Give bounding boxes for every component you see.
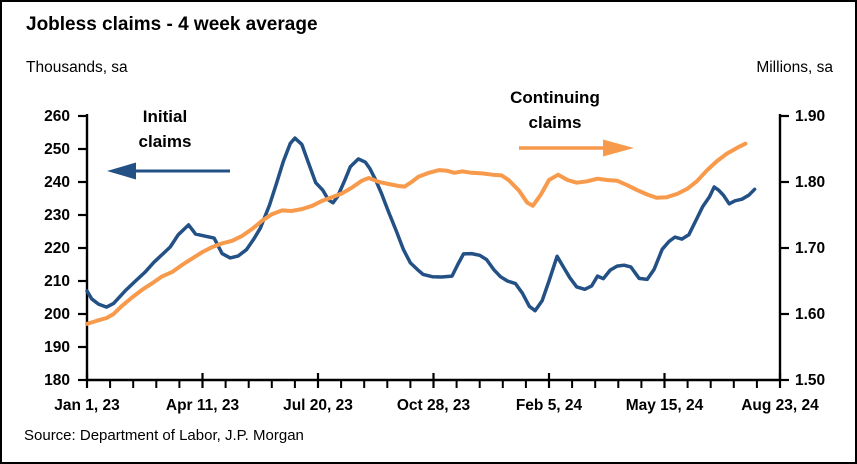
right-axis-tick-label: 1.80	[795, 173, 826, 191]
left-axis-tick-label: 210	[44, 272, 70, 290]
initial-claims-annotation-line1: Initial	[142, 107, 188, 126]
right-axis-tick-label: 1.50	[795, 371, 826, 389]
x-axis-tick-label: Oct 28, 23	[396, 397, 471, 414]
left-axis-tick-label: 230	[44, 206, 70, 224]
right-axis-tick-label: 1.60	[795, 305, 826, 323]
right-axis-unit-label: Millions, sa	[756, 59, 833, 76]
initial-claims-annotation-line2: claims	[138, 132, 192, 151]
left-axis-tick-label: 190	[44, 338, 70, 356]
x-axis-tick-label: Jan 1, 23	[54, 397, 120, 414]
continuing-claims-line	[85, 141, 748, 326]
left-axis-tick-label: 260	[44, 107, 70, 125]
continuing-claims-annotation-line2: claims	[528, 113, 582, 132]
initial-claims-arrowhead	[107, 162, 136, 180]
left-axis-tick-label: 240	[44, 173, 70, 191]
left-axis-tick-label: 200	[44, 305, 70, 323]
source-note: Source: Department of Labor, J.P. Morgan	[24, 427, 304, 444]
x-axis-tick-label: Apr 11, 23	[165, 397, 240, 414]
x-axis-tick-label: Jul 20, 23	[283, 397, 353, 414]
x-axis-tick-label: Feb 5, 24	[515, 397, 583, 414]
left-axis-unit-label: Thousands, sa	[26, 59, 128, 76]
right-axis-tick-label: 1.90	[795, 107, 826, 125]
left-axis-tick-label: 250	[44, 140, 70, 158]
chart-title: Jobless claims - 4 week average	[26, 14, 318, 35]
left-axis-tick-label: 180	[44, 371, 70, 389]
right-axis-tick-label: 1.70	[795, 239, 826, 257]
left-axis-tick-label: 220	[44, 239, 70, 257]
initial-claims-line	[85, 136, 757, 313]
x-axis-tick-label: May 15, 24	[625, 397, 704, 414]
x-axis-tick-label: Aug 23, 24	[741, 397, 819, 414]
initial-claims-annotation: Initial claims	[103, 104, 227, 154]
continuing-claims-annotation-line1: Continuing	[510, 88, 600, 107]
continuing-claims-annotation: Continuing claims	[493, 85, 617, 135]
continuing-claims-arrowhead	[603, 139, 634, 157]
